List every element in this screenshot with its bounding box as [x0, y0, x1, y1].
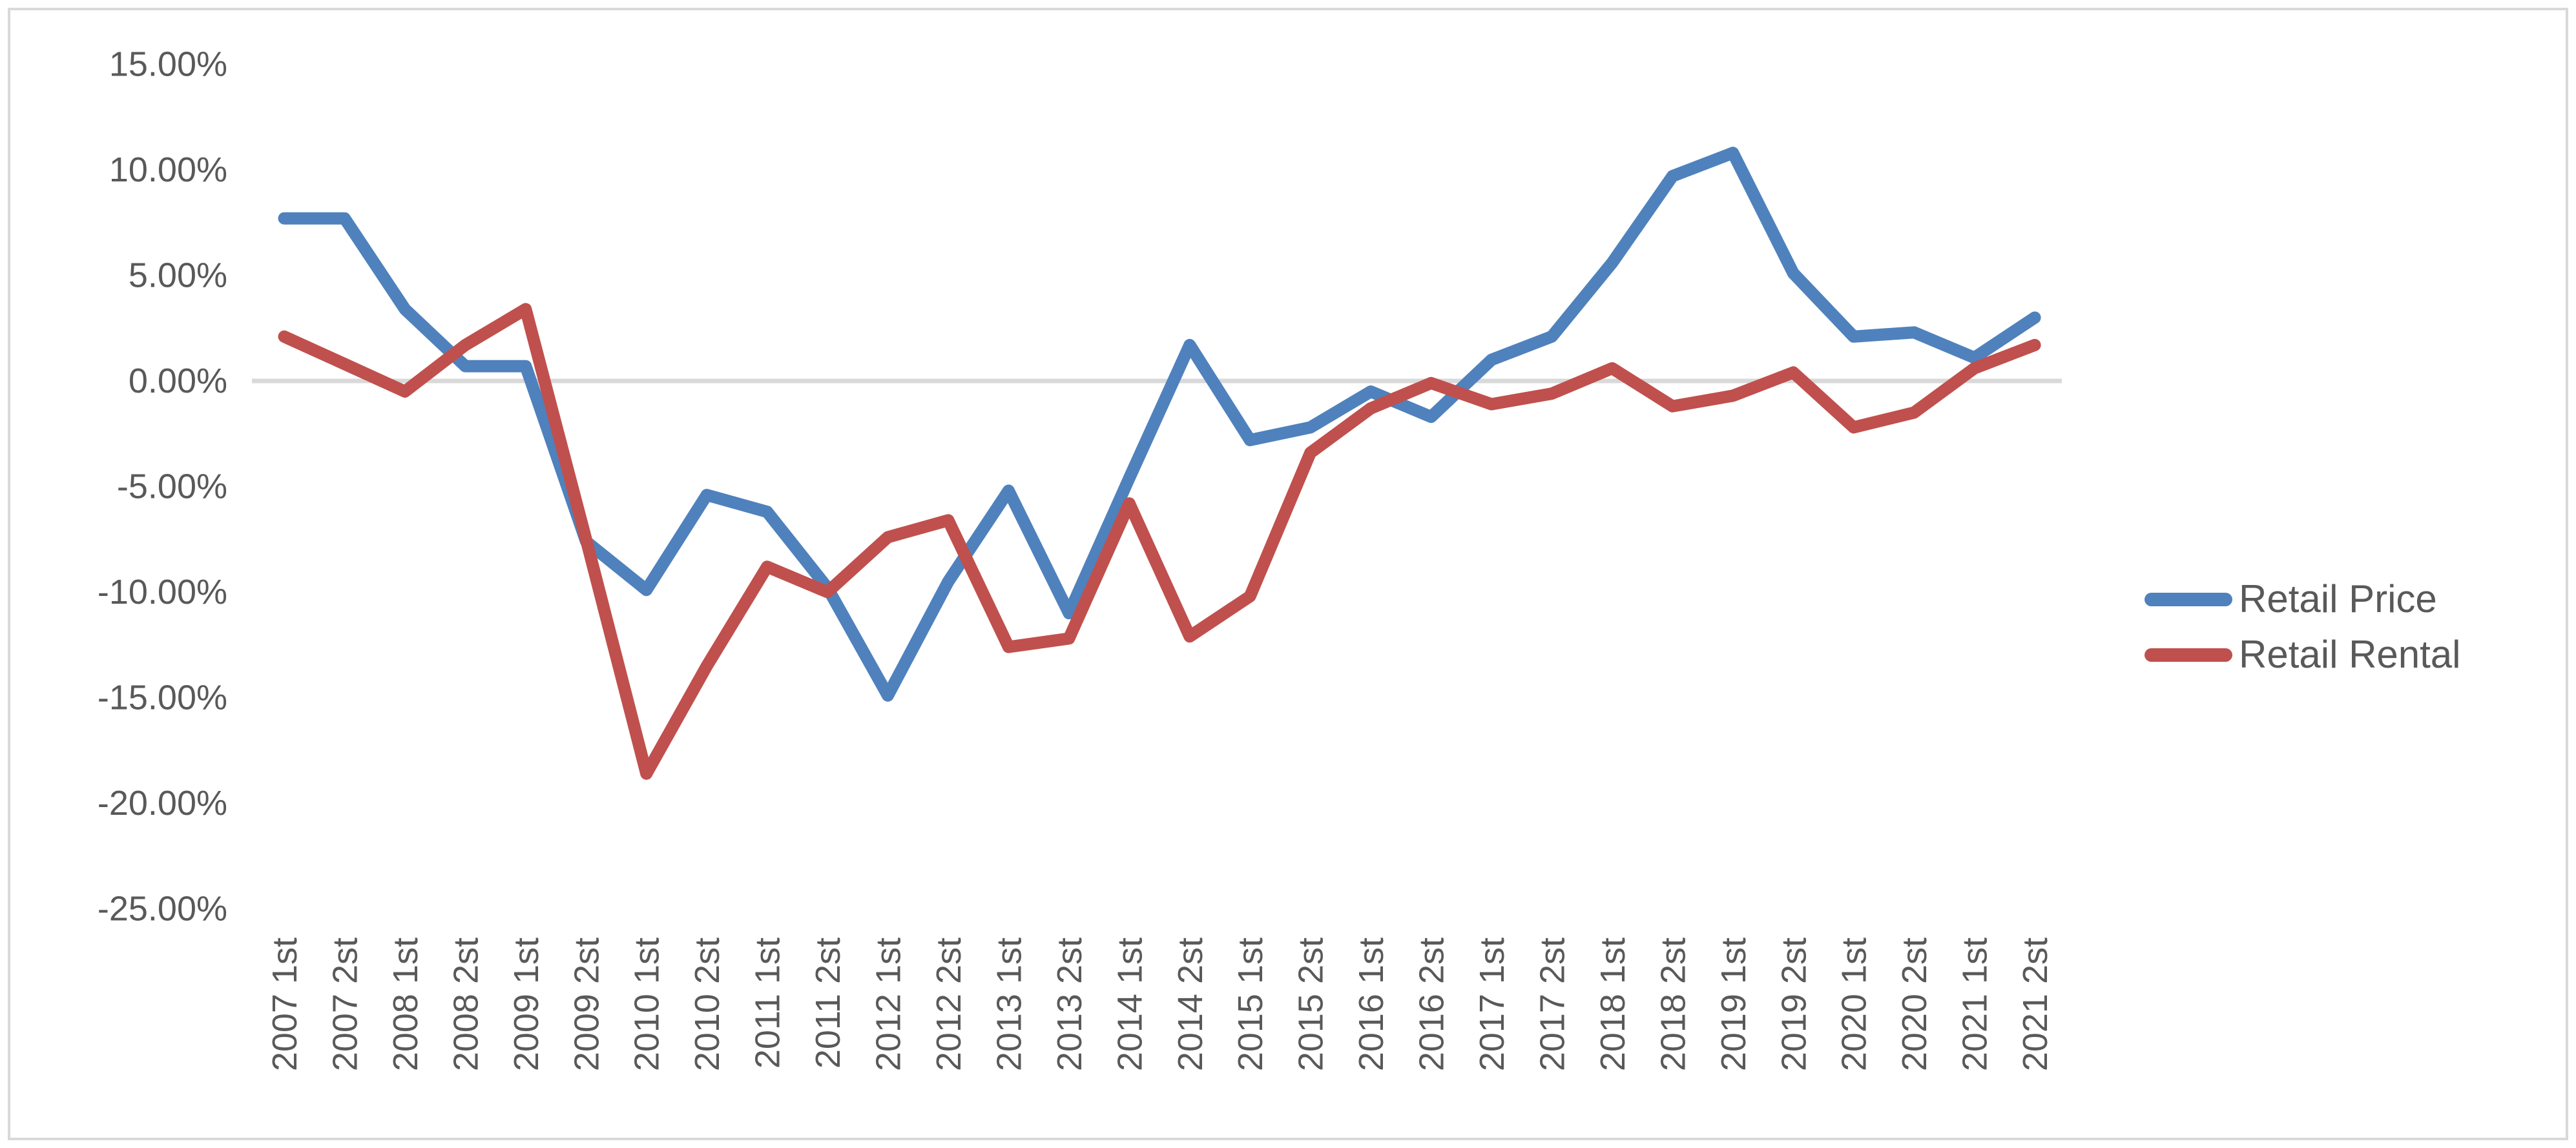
legend-line-swatch-icon	[2145, 648, 2232, 662]
y-axis-tick-label: 5.00%	[129, 256, 227, 295]
series-line-retail-rental	[278, 303, 2041, 780]
legend-line-swatch-icon	[2145, 592, 2232, 606]
x-axis-tick-label: 2015 2st	[1292, 938, 1331, 1071]
x-axis-tick-label: 2007 1st	[265, 938, 304, 1071]
x-axis-tick-label: 2009 2st	[567, 938, 606, 1071]
x-axis-tick-label: 2008 2st	[446, 938, 485, 1071]
x-axis-tick-label: 2019 2st	[1774, 938, 1813, 1071]
x-axis-tick-label: 2017 1st	[1473, 938, 1511, 1071]
x-axis-tick-label: 2017 2st	[1533, 938, 1572, 1071]
x-axis-tick-label: 2009 1st	[507, 938, 546, 1071]
legend-label: Retail Price	[2239, 577, 2437, 620]
y-axis-tick-label: -20.00%	[98, 784, 227, 823]
x-axis-tick-label: 2016 2st	[1413, 938, 1451, 1071]
y-axis-tick-label: -5.00%	[117, 467, 227, 506]
x-axis-tick-label: 2012 2st	[930, 938, 968, 1071]
legend-label: Retail Rental	[2239, 633, 2461, 676]
x-axis-tick-label: 2008 1st	[386, 938, 425, 1071]
x-axis-tick-label: 2013 2st	[1050, 938, 1089, 1071]
series-line-retail-price	[278, 147, 2041, 702]
x-axis-tick-label: 2020 1st	[1835, 938, 1874, 1071]
x-axis-tick-label: 2020 2st	[1895, 938, 1934, 1071]
x-axis-tick-label: 2013 1st	[990, 938, 1028, 1071]
x-axis-tick-label: 2015 1st	[1231, 938, 1270, 1071]
y-axis-tick-label: -25.00%	[98, 890, 227, 928]
x-axis-tick-label: 2021 1st	[1956, 938, 1995, 1071]
legend-entry-retail-price: Retail Price	[2145, 580, 2461, 619]
y-axis-tick-label: 15.00%	[109, 45, 227, 84]
x-axis-tick-label: 2012 1st	[869, 938, 908, 1071]
legend-entry-retail-rental: Retail Rental	[2145, 635, 2461, 674]
x-axis-tick-label: 2019 1st	[1714, 938, 1753, 1071]
chart-legend: Retail Price Retail Rental	[2145, 580, 2461, 674]
x-axis-tick-label: 2014 2st	[1171, 938, 1210, 1071]
y-axis-tick-label: -10.00%	[98, 573, 227, 611]
y-axis-tick-label: 0.00%	[129, 362, 227, 400]
x-axis-tick-label: 2014 1st	[1110, 938, 1149, 1071]
x-axis-tick-label: 2007 2st	[326, 938, 364, 1071]
x-axis-tick-label: 2011 2st	[809, 938, 847, 1069]
x-axis-tick-label: 2018 2st	[1654, 938, 1692, 1071]
y-axis-tick-label: 10.00%	[109, 150, 227, 189]
chart-border-frame	[8, 8, 2568, 1140]
x-axis-tick-label: 2021 2st	[2016, 938, 2055, 1071]
x-axis-tick-label: 2010 1st	[628, 938, 667, 1071]
y-axis-tick-label: -15.00%	[98, 679, 227, 717]
x-axis-tick-label: 2018 1st	[1594, 938, 1632, 1071]
x-axis-tick-label: 2010 2st	[688, 938, 727, 1071]
x-axis-tick-label: 2011 1st	[749, 938, 787, 1069]
x-axis-tick-label: 2016 1st	[1352, 938, 1391, 1071]
